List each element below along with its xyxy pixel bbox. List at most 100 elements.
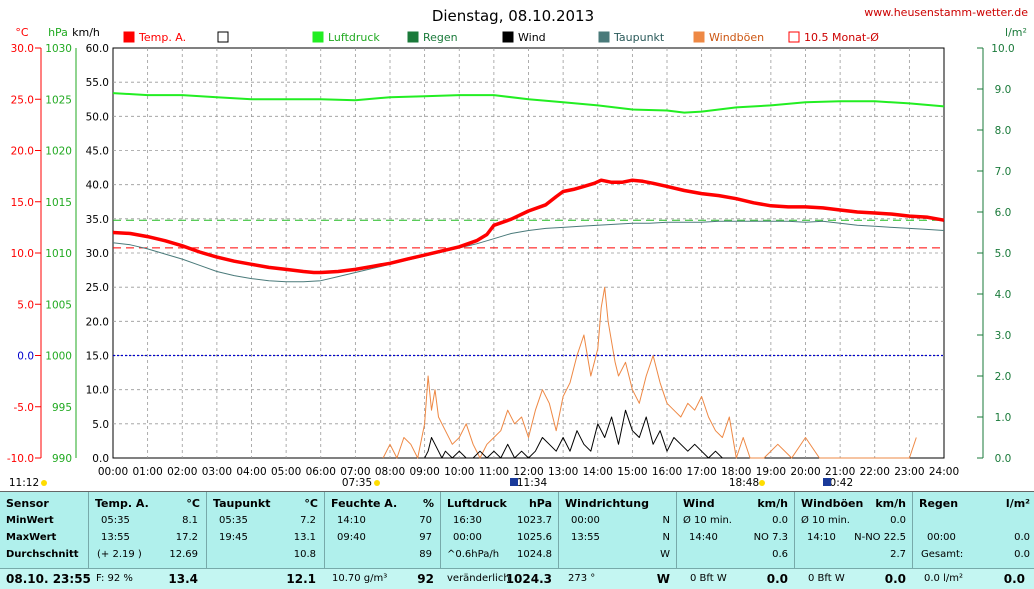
rain-tick: 3.0 (995, 330, 1012, 342)
rain-max-value: 0.0 (1014, 532, 1030, 543)
hum-min-value: 70 (419, 515, 432, 526)
rain-tick: 6.0 (995, 207, 1012, 219)
row-label-avg: Durchschnitt (6, 549, 79, 560)
sunrise-marker (374, 480, 380, 486)
current-gust-label: 0 Bft W (808, 573, 845, 584)
sunset-marker (759, 480, 765, 486)
rain-total-value: 0.0 (1014, 549, 1030, 560)
sunrise-marker (41, 480, 47, 486)
time-tick: 18:00 (721, 466, 751, 478)
rain-tick: 8.0 (995, 125, 1012, 137)
chart-title: Dienstag, 08.10.2013 (432, 7, 594, 25)
temp-avg-value: 12.69 (169, 549, 198, 560)
row-label-max: MaxWert (6, 532, 57, 543)
legend-swatch-7 (788, 31, 800, 43)
rain-tick: 10.0 (991, 43, 1014, 55)
legend-swatch-5 (598, 31, 610, 43)
wind-tick: 25.0 (86, 282, 109, 294)
press-min-value: 1023.7 (517, 515, 552, 526)
col-humidity-unit: % (422, 497, 434, 510)
legend-swatch-6 (693, 31, 705, 43)
wind-tick: 10.0 (86, 385, 109, 397)
current-rain-label: 0.0 l/m² (924, 573, 963, 584)
time-tick: 03:00 (202, 466, 232, 478)
series-line-windb-en (382, 286, 917, 459)
col-wind-unit: km/h (757, 497, 788, 510)
current-press-label: veränderlich (447, 573, 510, 584)
dew-avg-value: 10.8 (293, 549, 316, 560)
col-pressure-unit: hPa (528, 497, 552, 510)
temp-tick: 5.0 (17, 299, 34, 311)
col-wind: Wind km/h Ø 10 min. 0.0 14:40 NO 7.3 0.6 (677, 492, 795, 588)
time-tick: 11:00 (479, 466, 509, 478)
gust-avg-value: 2.7 (890, 549, 906, 560)
time-tick: 00:00 (98, 466, 128, 478)
col-temp-unit: °C (186, 497, 200, 510)
col-dew-unit: °C (304, 497, 318, 510)
hum-avg-value: 89 (419, 549, 432, 560)
time-tick: 21:00 (825, 466, 855, 478)
series-line-wind (424, 409, 723, 459)
dew-max-time: 19:45 (219, 532, 248, 543)
col-humidity-title: Feuchte A. (331, 497, 398, 510)
col-rain: Regen l/m² 00:00 0.0 Gesamt: 0.0 (913, 492, 1034, 588)
legend-label-7: 10.5 Monat-Ø (804, 31, 879, 44)
event-label-3: 18:48 (729, 477, 759, 489)
legend-swatch-3 (407, 31, 419, 43)
time-tick: 02:00 (167, 466, 197, 478)
pressure-unit: hPa (48, 26, 68, 39)
rain-tick: 4.0 (995, 289, 1012, 301)
wind-tick: 55.0 (86, 77, 109, 89)
pressure-tick: 990 (52, 453, 72, 465)
time-tick: 24:00 (929, 466, 959, 478)
current-row: 08.10. 23:55 F: 92 % 13.4 12.1 10.70 g/m… (0, 568, 1034, 589)
event-label-2: 11:34 (517, 477, 548, 489)
rain-tick: 9.0 (995, 84, 1012, 96)
wind-tick: 30.0 (86, 248, 109, 260)
dir-min-value: N (662, 515, 670, 526)
time-tick: 23:00 (894, 466, 924, 478)
rain-total-label: Gesamt: (921, 549, 964, 560)
site-url: www.heusenstamm-wetter.de (864, 6, 1028, 19)
current-dir-value: W (656, 572, 670, 586)
temp-tick: 25.0 (11, 94, 34, 106)
legend-swatch-1 (217, 31, 229, 43)
press-avg-value: 1024.8 (517, 549, 552, 560)
dir-avg-value: W (660, 549, 670, 560)
wind-max-time: 14:40 (689, 532, 718, 543)
stats-table: Sensor MinWert MaxWert Durchschnitt Temp… (0, 491, 1034, 589)
current-dew-value: 12.1 (286, 572, 316, 586)
wind-tick: 50.0 (86, 111, 109, 123)
wind-tick: 35.0 (86, 214, 109, 226)
wind-min-value: 0.0 (772, 515, 788, 526)
row-label-min: MinWert (6, 515, 54, 526)
hum-max-value: 97 (419, 532, 432, 543)
wind-tick: 45.0 (86, 146, 109, 158)
temp-unit: °C (15, 26, 29, 39)
gust-max-time: 14:10 (807, 532, 836, 543)
legend-label-6: Windböen (709, 31, 764, 44)
pressure-tick: 1005 (45, 299, 72, 311)
col-humidity: Feuchte A. % 14:10 70 09:40 97 89 (325, 492, 441, 588)
event-label-0: 11:12 (9, 477, 39, 489)
wind-tick: 60.0 (86, 43, 109, 55)
time-tick: 22:00 (860, 466, 890, 478)
time-tick: 06:00 (306, 466, 336, 478)
moon-marker (510, 478, 518, 486)
wind-tick: 15.0 (86, 351, 109, 363)
time-tick: 12:00 (513, 466, 543, 478)
current-dir-label: 273 ° (568, 573, 596, 584)
rain-tick: 5.0 (995, 248, 1012, 260)
rain-unit: l/m² (1005, 26, 1027, 39)
temp-tick: 20.0 (11, 146, 34, 158)
col-dew-title: Taupunkt (213, 497, 271, 510)
moon-marker (823, 478, 831, 486)
dew-max-value: 13.1 (293, 532, 316, 543)
series-line-luftdruck (112, 92, 945, 114)
temp-tick: 0.0 (17, 351, 34, 363)
pressure-tick: 1010 (45, 248, 72, 260)
pressure-tick: 1000 (45, 351, 72, 363)
dew-min-time: 05:35 (219, 515, 248, 526)
wind-max-value: NO 7.3 (753, 532, 788, 543)
time-tick: 20:00 (790, 466, 820, 478)
